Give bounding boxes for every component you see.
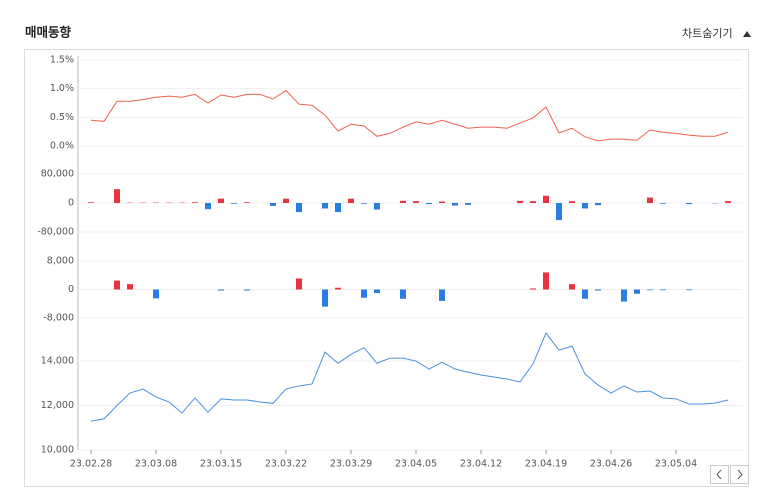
- x-tick-label: 23.02.28: [70, 459, 112, 470]
- bar: [205, 203, 211, 209]
- bar: [335, 203, 341, 212]
- y-tick-label: 80,000: [41, 168, 74, 179]
- bar: [296, 203, 302, 212]
- bar: [595, 290, 601, 291]
- bar: [660, 203, 666, 204]
- next-button[interactable]: [731, 466, 749, 484]
- bar: [686, 290, 692, 291]
- y-tick-label: 1.0%: [50, 83, 74, 94]
- bar: [335, 288, 341, 290]
- bar: [569, 284, 575, 289]
- bar: [296, 278, 302, 289]
- line-series: [91, 90, 728, 140]
- prev-button[interactable]: [711, 466, 729, 484]
- bar: [244, 202, 250, 203]
- bar: [660, 290, 666, 291]
- bar: [569, 201, 575, 203]
- bar: [348, 199, 354, 203]
- y-tick-label: -80,000: [37, 227, 74, 238]
- bar: [374, 203, 380, 210]
- bar: [361, 203, 367, 204]
- bar: [374, 290, 380, 294]
- bar: [283, 199, 289, 203]
- bar: [452, 203, 458, 206]
- bar: [426, 203, 432, 204]
- bar: [543, 272, 549, 289]
- toggle-button[interactable]: 차트숨기기: [682, 27, 733, 40]
- bar: [725, 201, 731, 203]
- bar: [400, 290, 406, 299]
- bar: [153, 290, 159, 299]
- y-tick-label: 14,000: [41, 356, 74, 367]
- bar: [595, 203, 601, 205]
- bar: [582, 290, 588, 299]
- bar: [647, 290, 653, 291]
- x-tick-label: 23.05.04: [655, 459, 697, 470]
- bar: [114, 189, 120, 203]
- x-tick-label: 23.03.15: [200, 459, 242, 470]
- bar: [244, 290, 250, 291]
- bar: [413, 201, 419, 203]
- y-tick-label: 10,000: [41, 445, 74, 456]
- y-tick-label: 0.0%: [50, 141, 74, 152]
- x-tick-label: 23.03.08: [135, 459, 177, 470]
- bar: [192, 202, 198, 203]
- title: 매매동향: [25, 25, 72, 40]
- bar: [686, 203, 692, 204]
- bar: [88, 202, 94, 203]
- bar: [556, 203, 562, 220]
- x-tick-label: 23.04.12: [460, 459, 502, 470]
- toggle-icon[interactable]: [743, 31, 751, 37]
- bar: [361, 290, 367, 298]
- bar: [465, 203, 471, 205]
- bar: [517, 201, 523, 203]
- y-tick-label: 8,000: [47, 256, 74, 267]
- bar: [322, 290, 328, 307]
- bar: [439, 290, 445, 301]
- bar: [127, 284, 133, 289]
- x-tick-label: 23.04.26: [590, 459, 632, 470]
- bar: [218, 199, 224, 203]
- bar: [114, 281, 120, 290]
- chart-frame: [25, 50, 749, 487]
- bar: [621, 290, 627, 302]
- y-tick-label: 0: [68, 198, 74, 209]
- x-tick-label: 23.03.29: [330, 459, 372, 470]
- x-tick-label: 23.04.05: [395, 459, 437, 470]
- line-series: [91, 333, 728, 421]
- y-tick-label: 0.5%: [50, 112, 74, 123]
- bar: [634, 290, 640, 294]
- bar: [322, 203, 328, 208]
- bar: [270, 203, 276, 206]
- y-tick-label: -8,000: [43, 312, 74, 323]
- bar: [647, 198, 653, 203]
- bar: [582, 203, 588, 208]
- bar: [439, 202, 445, 203]
- bar: [530, 288, 536, 289]
- x-tick-label: 23.03.22: [265, 459, 307, 470]
- bar: [530, 201, 536, 203]
- bar: [231, 203, 237, 204]
- y-tick-label: 12,000: [41, 400, 74, 411]
- bar: [218, 290, 224, 291]
- bar: [400, 201, 406, 203]
- y-tick-label: 0: [68, 284, 74, 295]
- bar: [543, 196, 549, 203]
- x-tick-label: 23.04.19: [525, 459, 567, 470]
- y-tick-label: 1.5%: [50, 55, 74, 66]
